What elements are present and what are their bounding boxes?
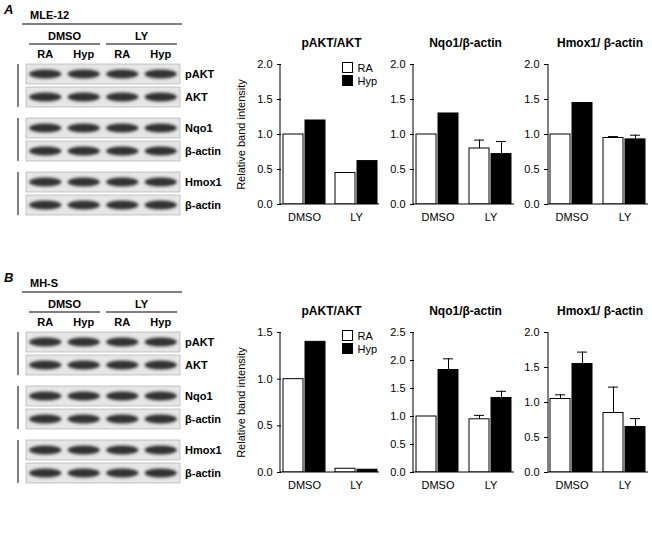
svg-text:0.0: 0.0 bbox=[524, 198, 539, 210]
svg-text:2.0: 2.0 bbox=[390, 58, 405, 70]
html-text:Hyp: Hyp bbox=[357, 75, 377, 87]
svg-text:DMSO: DMSO bbox=[422, 479, 455, 491]
svg-text:DMSO: DMSO bbox=[556, 211, 589, 223]
svg-text:LY: LY bbox=[135, 30, 149, 42]
svg-text:LY: LY bbox=[135, 298, 149, 310]
svg-text:β-actin: β-actin bbox=[185, 413, 221, 425]
svg-text:LY: LY bbox=[619, 211, 632, 223]
html-text:pAKT/AKT: pAKT/AKT bbox=[301, 36, 362, 50]
svg-text:RA: RA bbox=[37, 316, 53, 328]
html-text:Nqo1/β-actin: Nqo1/β-actin bbox=[429, 304, 502, 318]
svg-text:Hmox1: Hmox1 bbox=[185, 176, 222, 188]
html-text:Hmox1/ β-actin: Hmox1/ β-actin bbox=[557, 304, 643, 318]
svg-text:1.0: 1.0 bbox=[257, 373, 272, 385]
svg-text:1.0: 1.0 bbox=[524, 396, 539, 408]
svg-text:LY: LY bbox=[619, 479, 632, 491]
svg-text:B: B bbox=[4, 270, 13, 285]
svg-text:DMSO: DMSO bbox=[288, 211, 321, 223]
svg-text:AKT: AKT bbox=[185, 91, 208, 103]
svg-text:MLE-12: MLE-12 bbox=[30, 9, 69, 21]
svg-text:RA: RA bbox=[114, 48, 130, 60]
html-text:pAKT/AKT: pAKT/AKT bbox=[301, 304, 362, 318]
svg-text:1.5: 1.5 bbox=[257, 93, 272, 105]
svg-text:2.0: 2.0 bbox=[390, 354, 405, 366]
svg-text:0.5: 0.5 bbox=[257, 419, 272, 431]
svg-text:DMSO: DMSO bbox=[48, 30, 81, 42]
svg-text:1.5: 1.5 bbox=[390, 93, 405, 105]
svg-text:1.5: 1.5 bbox=[390, 382, 405, 394]
svg-text:LY: LY bbox=[350, 479, 363, 491]
svg-text:DMSO: DMSO bbox=[422, 211, 455, 223]
svg-text:Hyp: Hyp bbox=[73, 316, 94, 328]
svg-text:pAKT: pAKT bbox=[185, 68, 215, 80]
svg-text:1.5: 1.5 bbox=[524, 93, 539, 105]
svg-text:0.0: 0.0 bbox=[524, 466, 539, 478]
svg-text:DMSO: DMSO bbox=[48, 298, 81, 310]
svg-text:MH-S: MH-S bbox=[30, 277, 58, 289]
svg-text:0.0: 0.0 bbox=[390, 466, 405, 478]
svg-text:A: A bbox=[3, 2, 13, 17]
svg-text:Relative band intensity: Relative band intensity bbox=[235, 79, 247, 190]
svg-text:0.5: 0.5 bbox=[390, 163, 405, 175]
svg-text:0.5: 0.5 bbox=[524, 431, 539, 443]
svg-text:1.0: 1.0 bbox=[257, 128, 272, 140]
svg-text:0.5: 0.5 bbox=[390, 438, 405, 450]
svg-text:LY: LY bbox=[350, 211, 363, 223]
html-text:Nqo1/β-actin: Nqo1/β-actin bbox=[429, 36, 502, 50]
svg-text:Nqo1: Nqo1 bbox=[185, 390, 213, 402]
html-text:Hyp: Hyp bbox=[357, 343, 377, 355]
svg-text:0.0: 0.0 bbox=[257, 198, 272, 210]
svg-text:1.0: 1.0 bbox=[390, 410, 405, 422]
svg-text:2.0: 2.0 bbox=[257, 58, 272, 70]
svg-text:AKT: AKT bbox=[185, 359, 208, 371]
svg-text:Hmox1: Hmox1 bbox=[185, 444, 222, 456]
svg-text:2.0: 2.0 bbox=[524, 58, 539, 70]
svg-text:β-actin: β-actin bbox=[185, 467, 221, 479]
svg-text:pAKT: pAKT bbox=[185, 336, 215, 348]
svg-text:LY: LY bbox=[485, 211, 498, 223]
svg-text:β-actin: β-actin bbox=[185, 145, 221, 157]
svg-text:RA: RA bbox=[114, 316, 130, 328]
svg-text:1.0: 1.0 bbox=[524, 128, 539, 140]
svg-text:Hyp: Hyp bbox=[150, 316, 171, 328]
html-text:Hmox1/ β-actin: Hmox1/ β-actin bbox=[557, 36, 643, 50]
svg-text:0.0: 0.0 bbox=[257, 466, 272, 478]
html-text:RA: RA bbox=[357, 330, 373, 342]
svg-text:2.5: 2.5 bbox=[390, 326, 405, 338]
html-text:RA: RA bbox=[357, 62, 373, 74]
svg-text:0.5: 0.5 bbox=[524, 163, 539, 175]
svg-text:Hyp: Hyp bbox=[150, 48, 171, 60]
svg-text:β-actin: β-actin bbox=[185, 199, 221, 211]
svg-text:0.0: 0.0 bbox=[390, 198, 405, 210]
svg-text:Nqo1: Nqo1 bbox=[185, 122, 213, 134]
svg-text:LY: LY bbox=[485, 479, 498, 491]
svg-text:1.5: 1.5 bbox=[524, 361, 539, 373]
svg-text:Relative band intensity: Relative band intensity bbox=[235, 347, 247, 458]
svg-text:1.5: 1.5 bbox=[257, 326, 272, 338]
svg-text:RA: RA bbox=[37, 48, 53, 60]
svg-text:2.0: 2.0 bbox=[524, 326, 539, 338]
svg-text:Hyp: Hyp bbox=[73, 48, 94, 60]
svg-text:0.5: 0.5 bbox=[257, 163, 272, 175]
svg-text:1.0: 1.0 bbox=[390, 128, 405, 140]
svg-text:DMSO: DMSO bbox=[556, 479, 589, 491]
svg-text:DMSO: DMSO bbox=[288, 479, 321, 491]
